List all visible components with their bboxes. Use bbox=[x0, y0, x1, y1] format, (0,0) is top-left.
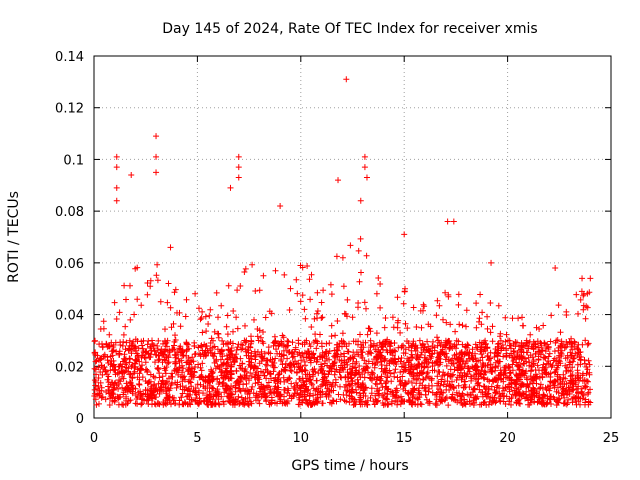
scatter-point-outlier bbox=[277, 202, 284, 209]
scatter-point-outlier bbox=[235, 164, 242, 171]
scatter-point-outlier bbox=[401, 231, 408, 238]
scatter-point-outlier bbox=[450, 218, 457, 225]
y-tick-label: 0.08 bbox=[55, 205, 84, 220]
scatter-point-outlier bbox=[153, 153, 160, 160]
scatter-point-outlier bbox=[579, 275, 586, 282]
x-tick-label: 20 bbox=[499, 431, 516, 446]
x-tick-label: 0 bbox=[90, 431, 98, 446]
y-tick-label: 0.14 bbox=[55, 50, 84, 65]
scatter-point-outlier bbox=[113, 153, 120, 160]
scatter-point-outlier bbox=[227, 184, 234, 191]
scatter-points bbox=[91, 76, 594, 409]
scatter-point-cloud bbox=[91, 235, 594, 409]
scatter-point-outlier bbox=[488, 259, 495, 266]
x-tick-label: 15 bbox=[396, 431, 413, 446]
scatter-point-outlier bbox=[113, 164, 120, 171]
scatter-point-outlier bbox=[113, 197, 120, 204]
plot-frame bbox=[93, 55, 612, 419]
y-tick-label: 0.1 bbox=[63, 153, 84, 168]
scatter-point-outlier bbox=[343, 76, 350, 83]
scatter-point-outlier bbox=[128, 171, 135, 178]
y-tick-label: 0.02 bbox=[55, 360, 84, 375]
scatter-point-outlier bbox=[153, 133, 160, 140]
scatter-point-outlier bbox=[167, 244, 174, 251]
scatter-point-outlier bbox=[335, 177, 342, 184]
scatter-point-outlier bbox=[587, 275, 594, 282]
scatter-point-outlier bbox=[363, 174, 370, 181]
scatter-point-outlier bbox=[444, 218, 451, 225]
y-tick-label: 0 bbox=[76, 412, 84, 427]
axis-ticks: 0 5 10 15 20 25 0 0.02 0.04 0.06 0.08 0.1 0.12 0.14 bbox=[55, 50, 619, 446]
scatter-point-outlier bbox=[153, 169, 160, 176]
x-tick-label: 25 bbox=[603, 431, 620, 446]
scatter-point-outlier bbox=[357, 197, 364, 204]
scatter-point-outlier bbox=[113, 184, 120, 191]
y-axis-label: ROTI / TECUs bbox=[6, 191, 22, 283]
scatter-point-outlier bbox=[361, 153, 368, 160]
y-tick-label: 0.12 bbox=[55, 102, 84, 117]
x-tick-label: 10 bbox=[293, 431, 310, 446]
x-tick-label: 5 bbox=[193, 431, 201, 446]
y-tick-label: 0.04 bbox=[55, 309, 84, 324]
chart-title: Day 145 of 2024, Rate Of TEC Index for r… bbox=[162, 21, 537, 37]
scatter-point-outlier bbox=[235, 153, 242, 160]
scatter-point-outlier bbox=[552, 265, 559, 272]
scatter-point-outlier bbox=[361, 164, 368, 171]
x-axis-label: GPS time / hours bbox=[291, 458, 408, 474]
scatter-point-outlier bbox=[235, 174, 242, 181]
y-tick-label: 0.06 bbox=[55, 257, 84, 272]
